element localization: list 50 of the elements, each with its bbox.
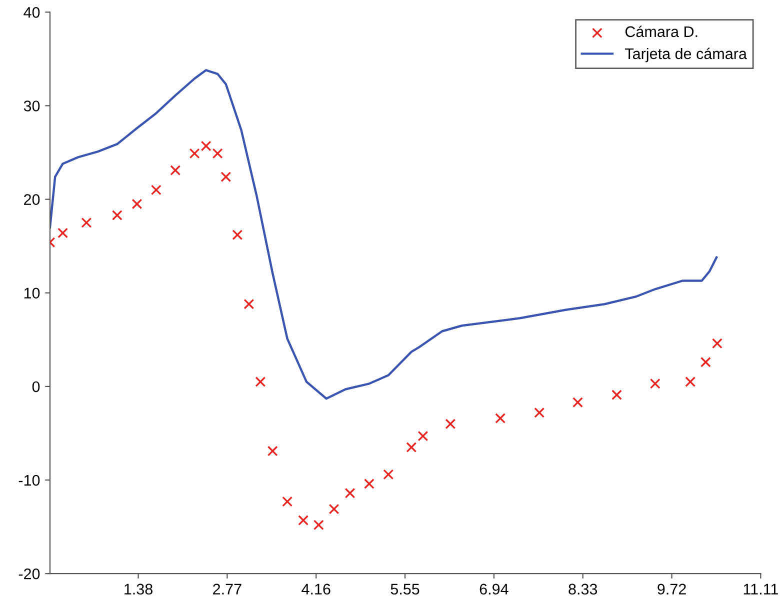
point (700, 356, 711, 368)
point (189, 148, 200, 159)
point (612, 390, 622, 400)
point (255, 376, 266, 388)
y-tick-label: -10 (18, 474, 40, 486)
y-tick-label: -20 (18, 568, 40, 580)
legend-label: Cámara D. (625, 26, 698, 38)
point (685, 376, 696, 388)
point (383, 469, 394, 480)
point (650, 378, 660, 389)
point (58, 228, 68, 238)
point (212, 148, 223, 159)
x-tick-label: 9.72 (658, 584, 686, 595)
point (344, 488, 356, 498)
point (712, 338, 722, 349)
point (150, 184, 162, 196)
point (220, 172, 232, 182)
point (445, 418, 456, 430)
y-tick-label: 10 (24, 288, 40, 299)
point (170, 165, 181, 176)
point (495, 413, 506, 424)
line-series (50, 69, 718, 400)
point (313, 520, 324, 530)
x-tick-label: 11.11 (744, 584, 778, 594)
legend-label: Tarjeta de cámara (625, 48, 747, 62)
point (244, 298, 254, 310)
point (267, 446, 278, 456)
y-tick-label: 20 (24, 194, 40, 205)
x-tick-label: 6.94 (480, 584, 508, 595)
y-tick-label: 30 (24, 100, 40, 112)
point (232, 230, 243, 240)
point (132, 198, 142, 210)
x-tick-label: 5.55 (390, 584, 420, 595)
point (200, 140, 212, 152)
x-tick-label: 8.33 (568, 584, 598, 595)
y-tick-label: 0 (32, 381, 40, 392)
point (572, 397, 583, 408)
y-tick-label: 40 (24, 7, 40, 18)
point (81, 217, 92, 228)
point (282, 496, 293, 507)
x-tick-label: 2.77 (213, 584, 242, 594)
point (534, 407, 545, 418)
point (406, 442, 417, 453)
x-tick-label: 1.38 (124, 584, 152, 595)
point (418, 430, 428, 442)
point (112, 210, 122, 220)
point (328, 504, 340, 514)
point (364, 478, 374, 490)
x-tick-label: 4.16 (302, 584, 330, 595)
point (298, 515, 309, 526)
